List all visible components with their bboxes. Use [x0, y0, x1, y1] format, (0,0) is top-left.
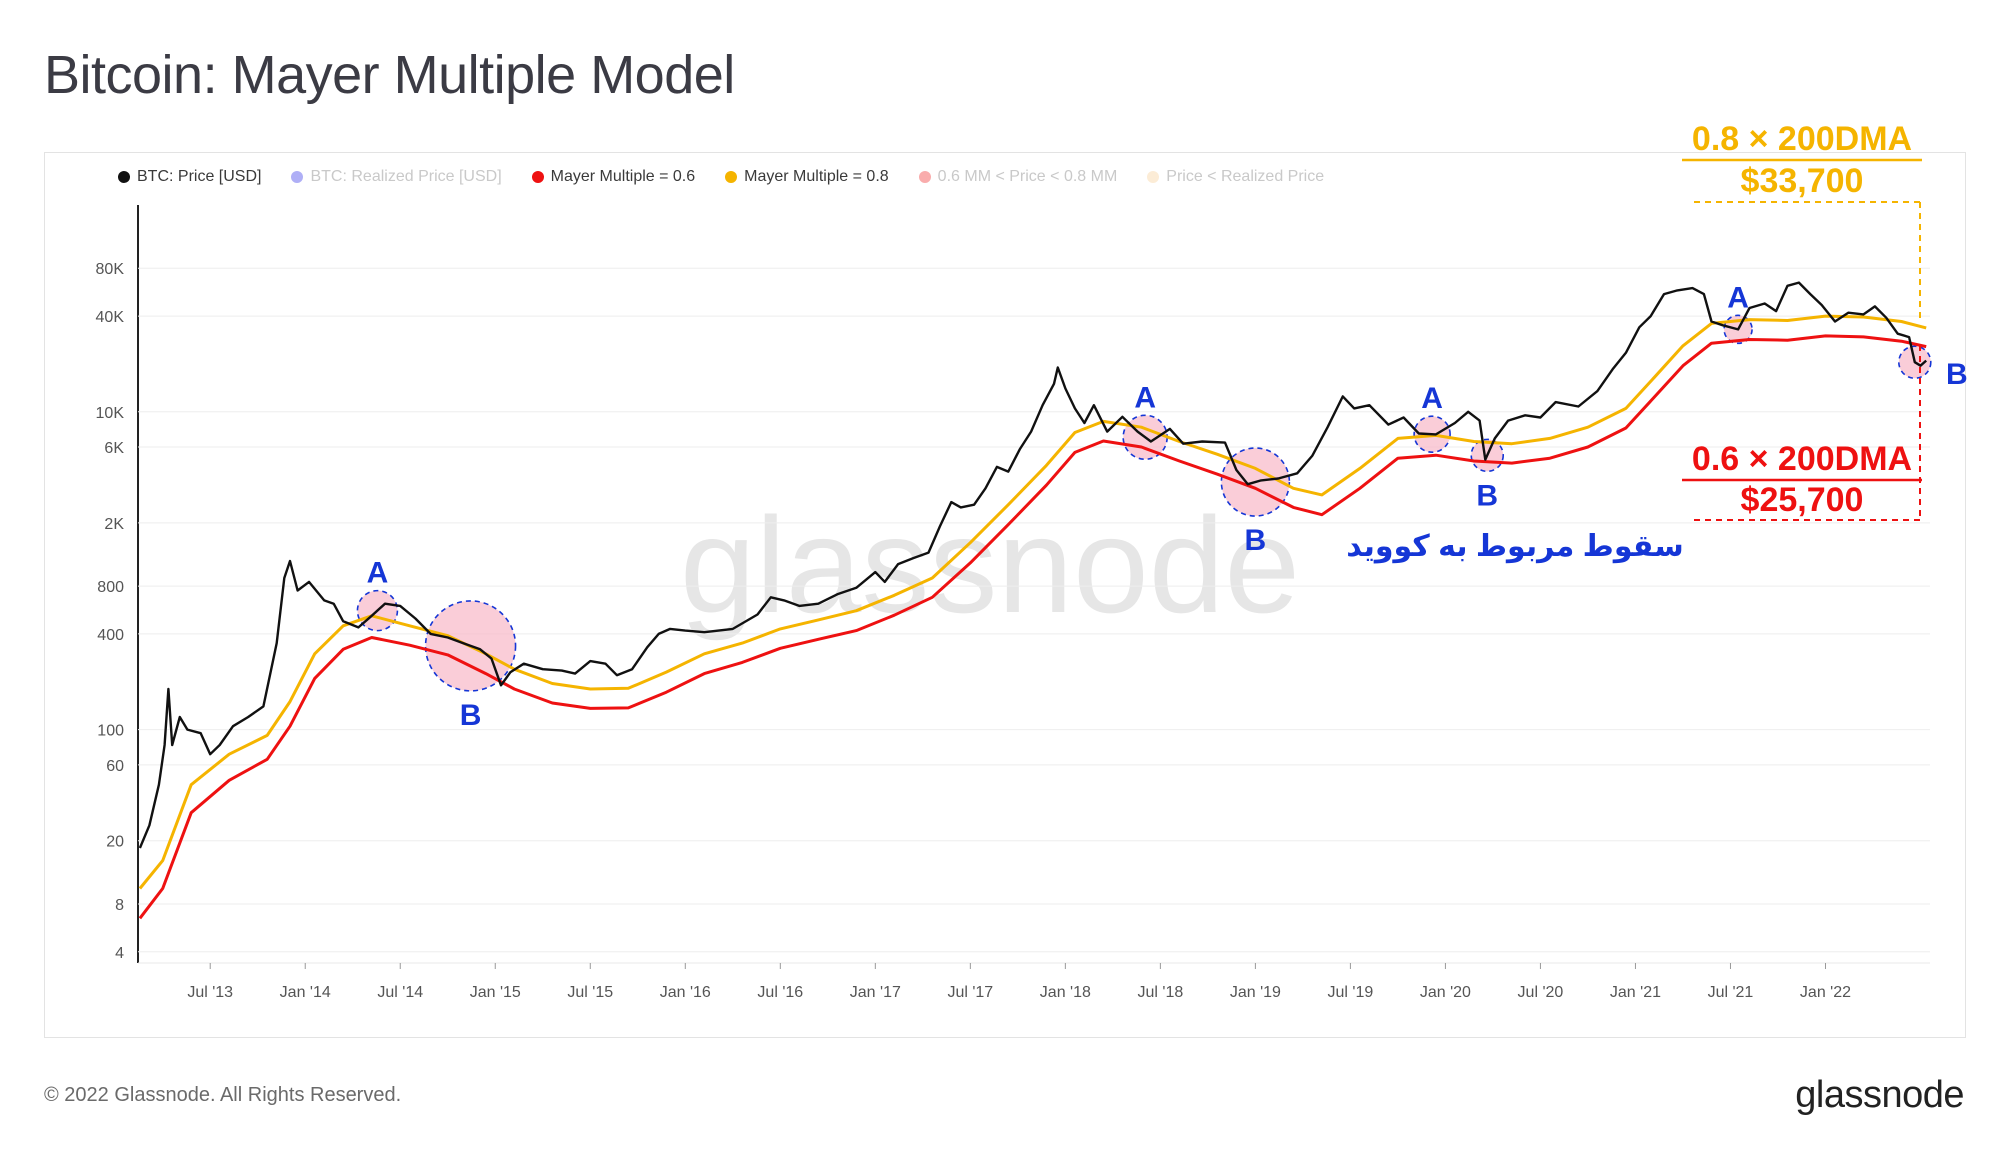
series-lines: [138, 281, 1928, 920]
legend-label: Mayer Multiple = 0.6: [550, 168, 696, 185]
x-tick-label: Jan '20: [1420, 984, 1471, 1001]
x-tick-label: Jul '20: [1518, 984, 1564, 1001]
marker-letter-b: B: [460, 699, 482, 732]
grid-lines: [137, 205, 1930, 964]
marker-letter-a: A: [367, 557, 389, 590]
x-tick-label: Jul '17: [947, 984, 993, 1001]
marker-letter-a: A: [1421, 382, 1443, 415]
x-tick-label: Jul '15: [567, 984, 613, 1001]
x-tick-label: Jul '21: [1708, 984, 1754, 1001]
legend-label: 0.6 MM < Price < 0.8 MM: [937, 168, 1118, 185]
marker-letter-a: A: [1134, 381, 1156, 414]
page-title: Bitcoin: Mayer Multiple Model: [44, 45, 735, 105]
x-tick-label: Jul '14: [377, 984, 423, 1001]
legend-item-mm-06[interactable]: Mayer Multiple = 0.6: [531, 168, 696, 186]
marker-letters: A B A B A B A B: [367, 281, 1968, 732]
legend-dot-icon: [291, 171, 304, 183]
marker-letter-b: B: [1946, 358, 1968, 391]
lower-label: 0.6 × 200DMA: [1692, 440, 1912, 478]
lower-value: $25,700: [1741, 481, 1864, 519]
y-tick-label: 60: [106, 758, 124, 775]
y-tick-label: 40K: [96, 309, 125, 326]
x-tick-label: Jan '21: [1610, 984, 1661, 1001]
legend-item-realized-price[interactable]: BTC: Realized Price [USD]: [291, 168, 502, 186]
x-tick-label: Jan '18: [1040, 984, 1091, 1001]
marker-letter-a: A: [1727, 281, 1749, 314]
copyright-text: © 2022 Glassnode. All Rights Reserved.: [44, 1084, 402, 1106]
x-tick-label: Jan '15: [470, 984, 521, 1001]
legend-label: BTC: Price [USD]: [137, 168, 262, 185]
legend-item-below-realized[interactable]: Price < Realized Price: [1147, 168, 1324, 186]
value-annotations: 0.8 × 200DMA $33,700 0.6 × 200DMA $25,70…: [1346, 120, 1922, 564]
y-tick-label: 8: [115, 897, 124, 914]
y-tick-label: 80K: [96, 261, 125, 278]
legend-item-mm-08[interactable]: Mayer Multiple = 0.8: [725, 168, 889, 186]
x-tick-label: Jan '19: [1230, 984, 1281, 1001]
marker-letter-b: B: [1476, 479, 1498, 512]
x-tick-label: Jul '18: [1137, 984, 1183, 1001]
legend-label: Price < Realized Price: [1166, 168, 1325, 185]
upper-label: 0.8 × 200DMA: [1692, 120, 1912, 158]
y-tick-label: 800: [97, 579, 124, 596]
legend-dot-icon: [1147, 171, 1160, 183]
legend-dot-icon: [725, 171, 738, 183]
legend-item-band[interactable]: 0.6 MM < Price < 0.8 MM: [918, 168, 1118, 186]
legend-dot-icon: [118, 171, 130, 183]
x-axis-ticks: Jul '13 Jan '14 Jul '14 Jan '15 Jul '15 Jan '…: [187, 963, 1851, 1001]
x-tick-label: Jan '16: [660, 984, 711, 1001]
legend-dot-icon: [531, 171, 544, 183]
x-tick-label: Jan '17: [850, 984, 901, 1001]
y-tick-label: 2K: [104, 516, 124, 533]
legend-item-price[interactable]: BTC: Price [USD]: [118, 168, 261, 186]
y-tick-label: 6K: [104, 440, 124, 457]
upper-value: $33,700: [1741, 162, 1864, 200]
mm-06-line: [138, 334, 1927, 920]
mm-08-line: [138, 314, 1927, 890]
glassnode-logo[interactable]: glassnode: [1795, 1074, 1964, 1116]
legend-label: Mayer Multiple = 0.8: [744, 168, 889, 185]
y-tick-label: 400: [97, 627, 124, 644]
x-tick-label: Jul '13: [187, 984, 233, 1001]
x-tick-label: Jul '16: [757, 984, 803, 1001]
y-axis-ticks: 4 8 20 60 100 400 800 2K 6K 10K 40K 80K: [96, 261, 125, 962]
x-tick-label: Jul '19: [1328, 984, 1374, 1001]
y-tick-label: 10K: [96, 405, 125, 422]
legend-label: BTC: Realized Price [USD]: [310, 168, 502, 185]
x-tick-label: Jan '14: [280, 984, 331, 1001]
y-tick-label: 20: [106, 834, 124, 851]
price-line: [138, 281, 1928, 849]
covid-crash-note: سقوط مربوط به کووید: [1346, 530, 1684, 564]
x-tick-label: Jan '22: [1800, 984, 1851, 1001]
marker-letter-b: B: [1245, 524, 1267, 557]
y-tick-label: 4: [115, 945, 124, 962]
legend-dot-icon: [918, 171, 931, 183]
y-tick-label: 100: [97, 723, 124, 740]
legend: BTC: Price [USD] BTC: Realized Price [US…: [118, 168, 1324, 186]
watermark-text: glassnode: [680, 489, 1300, 641]
chart-frame: [44, 152, 1966, 1038]
